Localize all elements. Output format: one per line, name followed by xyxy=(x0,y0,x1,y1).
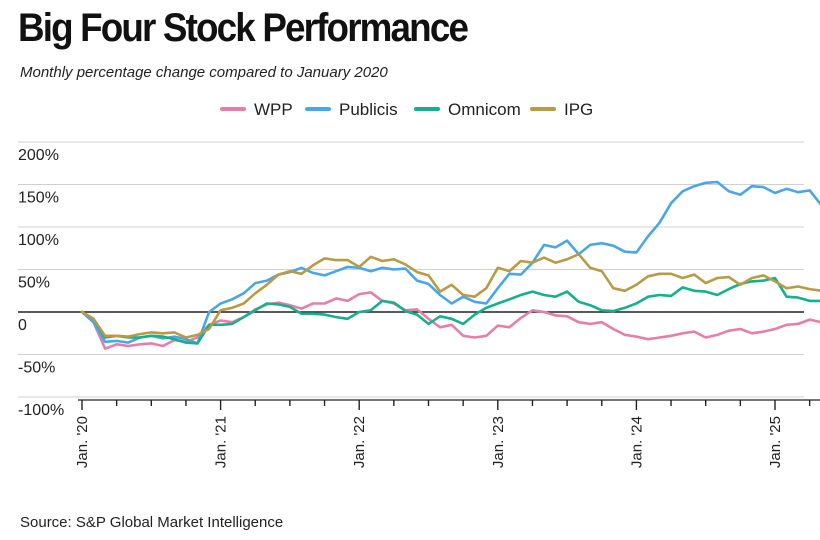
legend: WPP Publicis Omnicom IPG xyxy=(220,100,593,119)
y-tick-label: 50% xyxy=(18,275,50,292)
x-tick-label: Jan. '24 xyxy=(628,416,645,468)
series-line-omnicom xyxy=(80,276,820,345)
legend-label: IPG xyxy=(564,100,593,119)
legend-item-ipg: IPG xyxy=(530,100,593,119)
legend-item-publicis: Publicis xyxy=(305,100,398,119)
source-note: Source: S&P Global Market Intelligence xyxy=(20,514,284,531)
x-tick-label: Jan. '21 xyxy=(213,416,230,468)
y-axis-tick-labels: 200% 150% 100% 50% 0 -50% -100% xyxy=(18,147,64,419)
y-tick-label: 100% xyxy=(18,232,59,249)
x-tick-label: Jan. '22 xyxy=(351,416,368,468)
x-tick-label: Jan. '20 xyxy=(74,416,91,468)
y-tick-label: 0 xyxy=(18,317,27,334)
series-lines xyxy=(80,180,820,350)
legend-item-omnicom: Omnicom xyxy=(414,100,521,119)
y-tick-label: -50% xyxy=(18,360,55,377)
legend-label: Omnicom xyxy=(448,100,521,119)
y-tick-label: 200% xyxy=(18,147,59,164)
legend-label: WPP xyxy=(254,100,293,119)
y-tick-label: 150% xyxy=(18,190,59,207)
legend-item-wpp: WPP xyxy=(220,100,293,119)
chart-title: Big Four Stock Performance xyxy=(18,6,469,50)
x-axis: Jan. '20 Jan. '21 Jan. '22 Jan. '23 Jan. '24… xyxy=(74,399,820,468)
line-chart: WPP Publicis Omnicom IPG 200% 150% 100% 50% 0 -5… xyxy=(18,100,820,468)
y-tick-label: -100% xyxy=(18,402,64,419)
series-line-wpp xyxy=(80,291,820,350)
chart-subtitle: Monthly percentage change compared to Ja… xyxy=(20,64,388,81)
x-tick-label: Jan. '25 xyxy=(767,416,784,468)
legend-label: Publicis xyxy=(339,100,398,119)
series-line-ipg xyxy=(80,252,820,339)
x-tick-label: Jan. '23 xyxy=(490,416,507,468)
series-line-publicis xyxy=(80,180,820,345)
